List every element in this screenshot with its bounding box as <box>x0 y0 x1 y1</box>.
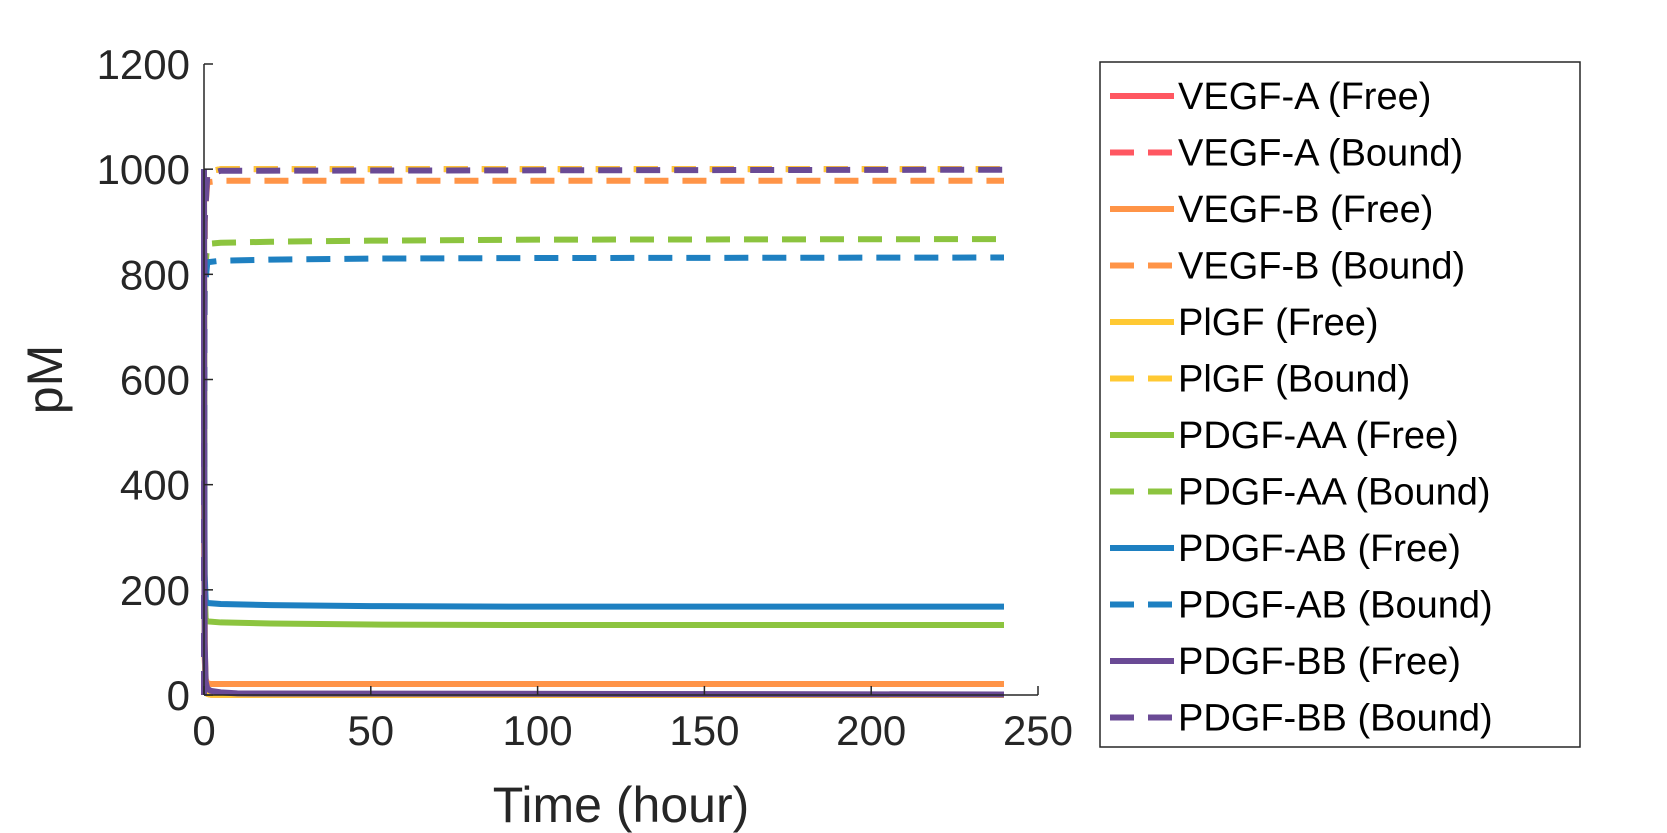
series-line-pdgf-bb-bound <box>201 166 1005 696</box>
legend-label: PDGF-AB (Bound) <box>1178 585 1493 627</box>
legend-label: VEGF-A (Free) <box>1178 76 1431 118</box>
y-tick-label: 1000 <box>97 146 190 193</box>
y-tick-label: 600 <box>120 357 190 404</box>
y-tick-label: 0 <box>167 672 190 719</box>
x-tick-label: 250 <box>1003 707 1073 754</box>
series-line-pdgf-ab-free <box>201 169 1004 610</box>
legend-label: PlGF (Free) <box>1178 302 1379 344</box>
x-tick-label: 50 <box>347 707 394 754</box>
x-tick-label: 0 <box>192 707 215 754</box>
legend-label: VEGF-A (Bound) <box>1178 133 1463 175</box>
x-tick-label: 200 <box>836 707 906 754</box>
legend: VEGF-A (Free) VEGF-A (Bound) VEGF-B (Free)… <box>1099 61 1581 748</box>
y-tick-label: 800 <box>120 251 190 298</box>
series-line-vegf-a-free <box>201 169 1004 698</box>
plot-area <box>201 166 1005 698</box>
series-line-pdgf-ab-bound <box>201 254 1005 696</box>
legend-label: PDGF-AB (Free) <box>1178 528 1461 570</box>
series-line-vegf-a-bound <box>201 166 1004 696</box>
y-tick-label: 400 <box>120 462 190 509</box>
y-axis-title: pM <box>17 345 73 414</box>
legend-label: VEGF-B (Free) <box>1178 189 1433 231</box>
y-tick-label: 200 <box>120 567 190 614</box>
y-tick-label: 1200 <box>97 41 190 88</box>
series-line-plgf-bound <box>201 166 1004 696</box>
legend-label: PDGF-AA (Free) <box>1178 415 1459 457</box>
x-tick-label: 150 <box>669 707 739 754</box>
legend-label: PDGF-BB (Bound) <box>1178 698 1493 740</box>
legend-label: PDGF-BB (Free) <box>1178 641 1461 683</box>
axes: 0 200 400 600 800 1000 1200 0 50 100 150 200 250 Time… <box>17 41 1073 833</box>
legend-label: PlGF (Bound) <box>1178 359 1410 401</box>
series-line-plgf-free <box>201 169 1004 698</box>
legend-label: VEGF-B (Bound) <box>1178 246 1465 288</box>
legend-box <box>1099 61 1581 748</box>
series-line-pdgf-bb-free <box>201 169 1005 698</box>
x-tick-label: 100 <box>503 707 573 754</box>
legend-label: PDGF-AA (Bound) <box>1178 472 1491 514</box>
x-axis-title: Time (hour) <box>493 777 750 833</box>
